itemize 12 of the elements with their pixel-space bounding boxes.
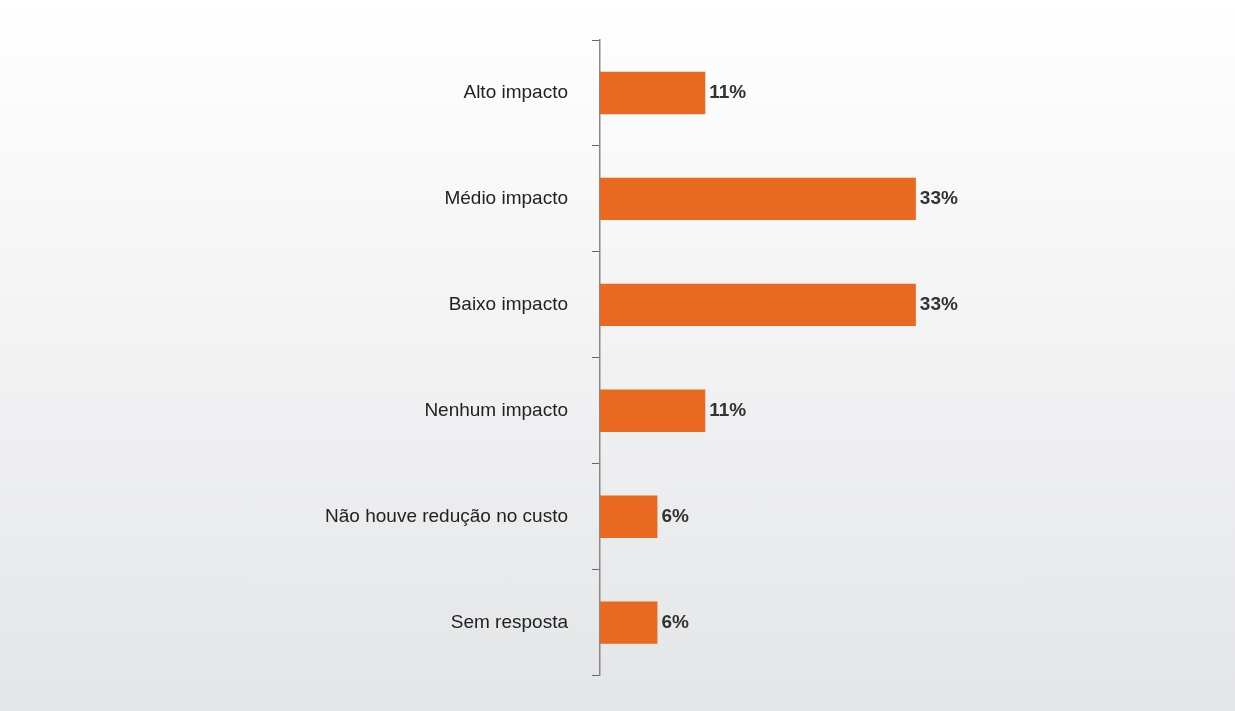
y-tick-label: Médio impacto bbox=[444, 187, 568, 209]
data-label: 33% bbox=[919, 187, 958, 209]
y-tick-label: Nenhum impacto bbox=[424, 399, 568, 420]
data-label: 6% bbox=[661, 610, 689, 632]
data-label: 11% bbox=[709, 81, 747, 103]
y-tick-label: Baixo impacto bbox=[448, 293, 568, 315]
y-tick-label: Sem resposta bbox=[450, 610, 569, 632]
y-tick-label: Não houve redução no custo bbox=[325, 504, 568, 526]
data-label: 33% bbox=[919, 293, 958, 315]
y-tick-label: Alto impacto bbox=[463, 81, 568, 103]
data-label: 11% bbox=[709, 399, 747, 420]
data-label: 6% bbox=[661, 504, 689, 526]
